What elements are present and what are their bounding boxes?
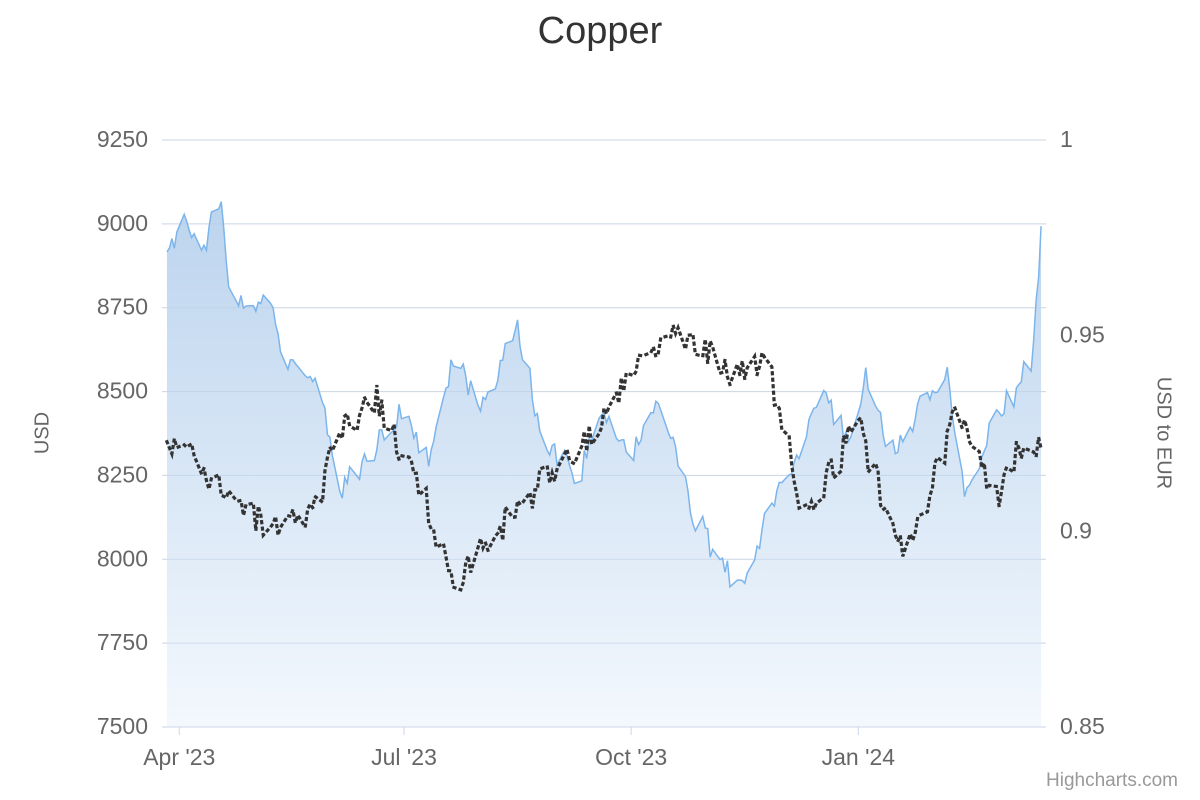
- svg-text:0.95: 0.95: [1060, 322, 1105, 348]
- svg-text:9000: 9000: [97, 210, 148, 236]
- svg-text:9250: 9250: [97, 126, 148, 152]
- svg-text:Jul '23: Jul '23: [371, 744, 437, 770]
- svg-text:0.85: 0.85: [1060, 713, 1105, 739]
- svg-text:Apr '23: Apr '23: [143, 744, 215, 770]
- svg-text:0.9: 0.9: [1060, 517, 1092, 543]
- svg-text:7500: 7500: [97, 713, 148, 739]
- svg-text:Jan '24: Jan '24: [822, 744, 896, 770]
- svg-text:8750: 8750: [97, 294, 148, 320]
- svg-text:Oct '23: Oct '23: [595, 744, 667, 770]
- svg-text:7750: 7750: [97, 629, 148, 655]
- svg-text:8500: 8500: [97, 378, 148, 404]
- svg-text:1: 1: [1060, 126, 1073, 152]
- svg-text:8250: 8250: [97, 461, 148, 487]
- svg-text:8000: 8000: [97, 545, 148, 571]
